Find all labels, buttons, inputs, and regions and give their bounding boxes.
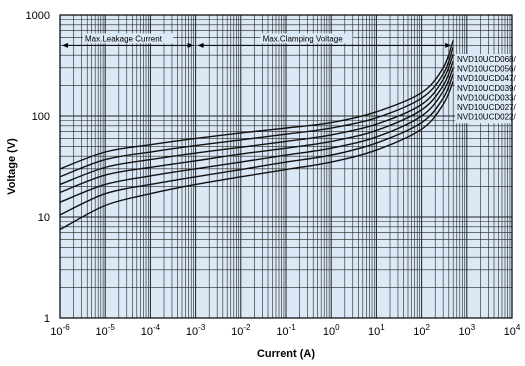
x-tick-exponent: 0: [335, 323, 340, 332]
annotation-leakage: Max.Leakage Current: [85, 34, 163, 43]
x-tick-exponent: -1: [289, 323, 297, 332]
x-tick-label: 10-2: [231, 323, 251, 338]
x-tick-base: 10: [276, 326, 288, 338]
x-tick-base: 10: [96, 326, 108, 338]
x-tick-base: 10: [323, 326, 335, 338]
series-line: [59, 81, 454, 231]
annotation-arrow-left: [62, 42, 68, 48]
x-tick-labels: 10-6 10-5 10-4 10-3 10-2 10-1 100 101 102 103 104: [50, 323, 521, 338]
series-line: [59, 53, 454, 186]
annotation-label-bg: [83, 33, 173, 44]
x-tick-label: 10-4: [141, 323, 161, 338]
x-tick-base: 10: [186, 326, 198, 338]
x-tick-label: 10-5: [96, 323, 116, 338]
y-tick-label: 1: [44, 313, 50, 325]
x-tick-base: 10: [504, 326, 516, 338]
annotations: Max.Leakage Current Max.Clamping Voltage: [62, 33, 452, 48]
x-tick-base: 10: [141, 326, 153, 338]
x-tick-exponent: -3: [198, 323, 206, 332]
annotation-clamping: Max.Clamping Voltage: [263, 34, 344, 43]
legend-background: [455, 54, 511, 124]
x-tick-base: 10: [413, 326, 425, 338]
annotation-arrow-left: [197, 42, 204, 48]
x-tick-exponent: -6: [63, 323, 71, 332]
x-tick-base: 10: [368, 326, 380, 338]
x-tick-exponent: 3: [471, 323, 476, 332]
series-line: [59, 40, 454, 170]
series-line: [59, 46, 454, 178]
y-tick-labels: 1 10 100 1000: [26, 10, 50, 325]
annotation-arrow-right: [445, 42, 452, 48]
legend: NVD10UCD068/NVD10UCD056/NVD10UCD047/NVD1…: [455, 54, 516, 124]
series-line: [59, 67, 454, 203]
legend-label: NVD10UCD068/: [457, 55, 516, 64]
x-tick-label: 103: [458, 323, 475, 338]
x-tick-label: 100: [323, 323, 340, 338]
y-axis-title: Voltage (V): [6, 138, 18, 195]
x-tick-exponent: 4: [516, 323, 521, 332]
x-axis-title: Current (A): [257, 348, 315, 360]
y-tick-label: 10: [38, 212, 50, 224]
x-tick-exponent: -4: [153, 323, 161, 332]
x-tick-exponent: -2: [243, 323, 251, 332]
plot-frame: [59, 14, 513, 319]
x-tick-label: 102: [413, 323, 430, 338]
x-tick-label: 10-3: [186, 323, 206, 338]
series-line: [59, 60, 454, 194]
annotation-label-bg: [260, 33, 353, 44]
x-tick-label: 104: [504, 323, 521, 338]
legend-label: NVD10UCD027/: [457, 103, 516, 112]
x-tick-label: 10-6: [50, 323, 70, 338]
legend-label: NVD10UCD047/: [457, 74, 516, 83]
y-tick-label: 1000: [26, 10, 50, 22]
x-tick-exponent: 1: [380, 323, 385, 332]
x-tick-exponent: -5: [108, 323, 116, 332]
series-line: [59, 73, 454, 216]
x-tick-base: 10: [50, 326, 62, 338]
x-tick-base: 10: [231, 326, 243, 338]
legend-label: NVD10UCD039/: [457, 84, 516, 93]
x-tick-label: 10-1: [276, 323, 296, 338]
x-tick-label: 101: [368, 323, 385, 338]
series-lines: [59, 40, 454, 231]
x-tick-exponent: 2: [425, 323, 430, 332]
legend-label: NVD10UCD056/: [457, 65, 516, 74]
annotation-arrow-right: [187, 42, 194, 48]
legend-label: NVD10UCD022/: [457, 113, 516, 122]
legend-label: NVD10UCD033/: [457, 93, 516, 102]
y-tick-label: 100: [32, 111, 50, 123]
x-tick-base: 10: [458, 326, 470, 338]
